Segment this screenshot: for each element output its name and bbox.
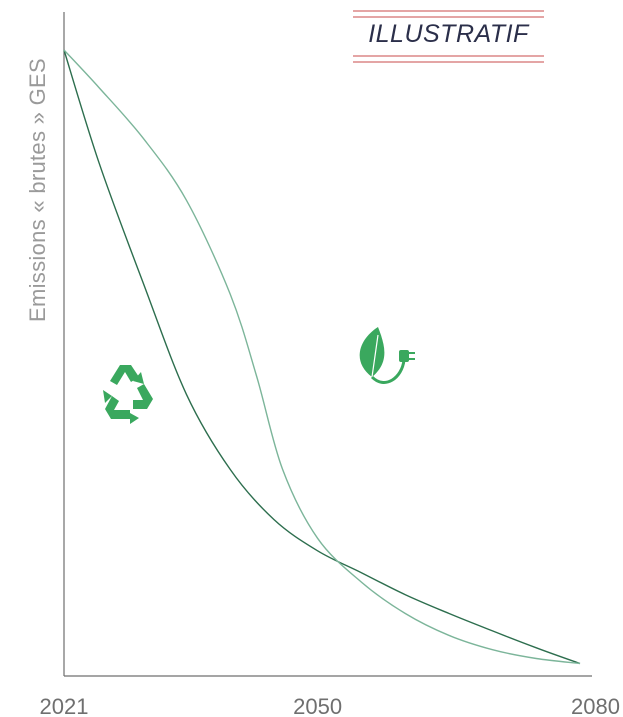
illustratif-badge: ILLUSTRATIF — [353, 8, 544, 64]
y-axis-label: Emissions « brutes » GES — [25, 58, 50, 322]
badge-line-top-2 — [353, 16, 544, 18]
series-line-1 — [63, 49, 581, 665]
series-layer — [63, 49, 581, 665]
x-tick-labels: 2021 2050 2080 — [40, 694, 620, 717]
series-line-2 — [63, 49, 581, 665]
x-tick-label-2050: 2050 — [293, 694, 342, 717]
badge-text: ILLUSTRATIF — [368, 20, 529, 48]
badge-line-top-1 — [353, 10, 544, 12]
badge-line-bottom-2 — [353, 61, 544, 63]
x-tick-label-2080: 2080 — [571, 694, 620, 717]
x-tick-label-2021: 2021 — [40, 694, 89, 717]
badge-line-bottom-1 — [353, 55, 544, 57]
leaf-plug-icon — [359, 327, 415, 384]
recycle-icon — [103, 365, 153, 424]
